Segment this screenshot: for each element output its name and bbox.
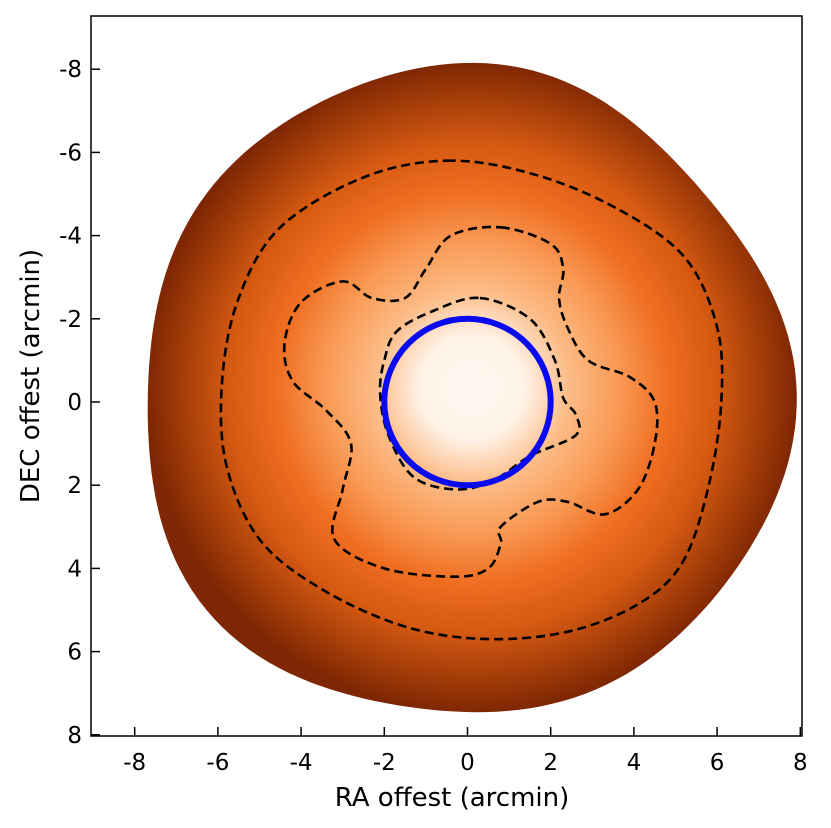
x-tick-label: -4 — [290, 750, 313, 776]
x-tick-label: 2 — [543, 750, 558, 776]
x-tick-label: 4 — [627, 750, 642, 776]
heat-map — [147, 62, 797, 713]
x-tick-label: -6 — [206, 750, 229, 776]
contour-line-2 — [282, 225, 659, 579]
y-tick-label: 4 — [67, 556, 82, 582]
y-tick-label: 8 — [67, 723, 82, 749]
y-axis-label: DEC offest (arcmin) — [16, 249, 46, 503]
x-tick-label: 6 — [710, 750, 725, 776]
y-tick-label: -6 — [59, 140, 82, 166]
aperture-circle — [381, 315, 554, 489]
y-tick-label: -8 — [59, 57, 82, 83]
y-tick-label: -4 — [59, 224, 82, 250]
x-tick-label: -2 — [373, 750, 396, 776]
contour-line-1 — [219, 159, 724, 641]
y-axis-ticks: -8 -6 -4 -2 0 2 4 6 8 — [59, 57, 100, 749]
y-tick-label: -2 — [59, 307, 82, 333]
y-tick-label: 6 — [67, 640, 82, 666]
x-tick-label: 0 — [460, 750, 475, 776]
x-tick-label: 8 — [793, 750, 808, 776]
x-tick-label: -8 — [123, 750, 146, 776]
plot-area — [147, 62, 797, 713]
y-tick-label: 0 — [67, 390, 82, 416]
plot-frame — [90, 15, 803, 737]
x-axis-ticks: -8 -6 -4 -2 0 2 4 6 8 — [123, 727, 808, 776]
y-tick-label: 2 — [67, 473, 82, 499]
x-axis-label: RA offest (arcmin) — [335, 783, 570, 813]
